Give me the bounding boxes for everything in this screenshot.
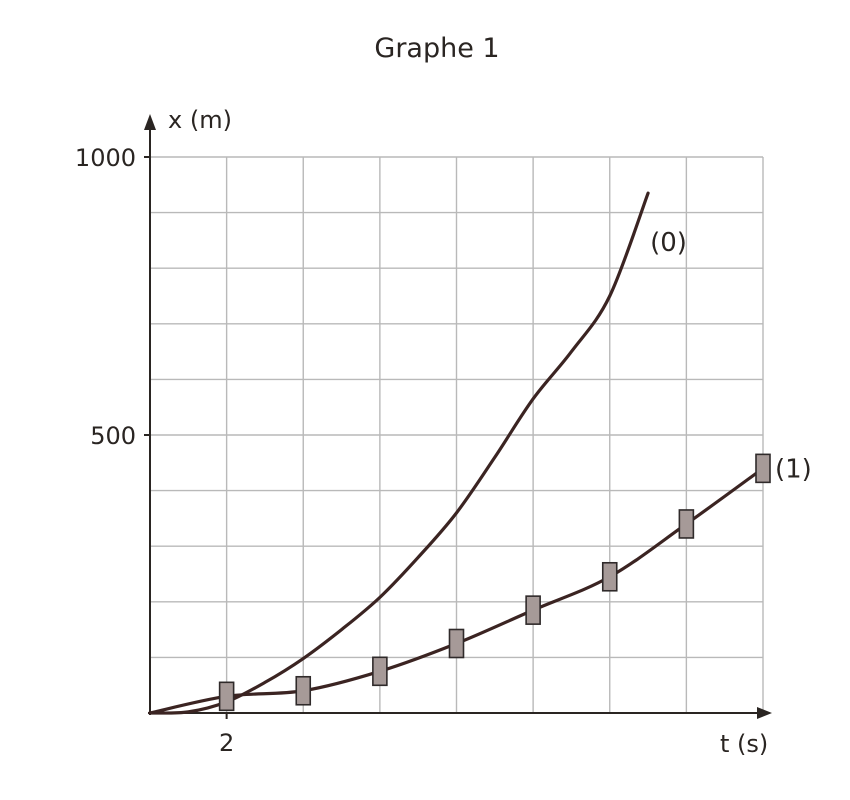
series-0: (0): [148, 191, 687, 715]
axes: [144, 114, 772, 719]
x-axis-label: t (s): [720, 730, 768, 758]
y-tick-label: 1000: [75, 144, 136, 172]
x-tick-label: 2: [219, 729, 234, 757]
data-point-marker: [372, 656, 388, 687]
y-axis-label: x (m): [168, 106, 232, 134]
data-point-marker: [218, 681, 235, 712]
grid: [150, 156, 764, 713]
series-line: [148, 191, 650, 715]
y-axis-arrow: [144, 114, 156, 130]
series-layer: (0) (1): [148, 191, 812, 715]
data-point-marker: [678, 509, 695, 539]
x-axis-arrow: [757, 707, 772, 719]
data-point-marker: [525, 595, 541, 625]
data-point-marker: [295, 675, 312, 706]
data-point-marker: [448, 628, 465, 659]
series-1: (1): [148, 453, 812, 715]
series-label: (1): [775, 454, 812, 484]
chart-title: Graphe 1: [374, 33, 499, 64]
tick-labels: 500 1000 2: [75, 144, 234, 757]
data-point-marker: [755, 453, 771, 484]
y-tick-label: 500: [90, 422, 136, 450]
series-label: (0): [650, 228, 687, 258]
data-point-marker: [601, 561, 618, 592]
